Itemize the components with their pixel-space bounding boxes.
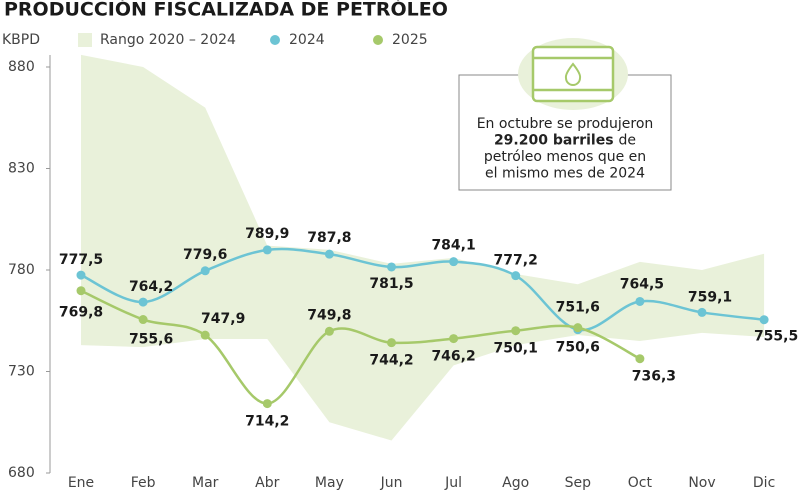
data-point <box>449 334 459 344</box>
data-label: 769,8 <box>59 305 103 321</box>
annotation-text: En octubre se produjeron <box>477 116 654 132</box>
legend-swatch <box>78 33 92 47</box>
annotation-line: En octubre se produjeron <box>477 116 654 132</box>
y-tick-label: 730 <box>8 364 35 380</box>
annotation-line: petróleo menos que en <box>484 149 646 165</box>
data-point <box>138 297 148 307</box>
chart-title: PRODUCCIÓN FISCALIZADA DE PETRÓLEO <box>4 0 448 21</box>
y-tick-label: 830 <box>8 161 35 177</box>
x-tick-label: Jul <box>444 475 462 491</box>
data-label: 759,1 <box>688 289 732 305</box>
data-label: 779,6 <box>183 247 227 263</box>
x-tick-label: Oct <box>628 475 653 491</box>
data-point <box>138 315 148 325</box>
x-tick-label: Sep <box>565 475 592 491</box>
data-label: 781,5 <box>369 276 413 292</box>
data-label: 755,5 <box>754 329 798 345</box>
data-point <box>324 249 334 259</box>
data-point <box>511 326 521 336</box>
data-label: 751,6 <box>556 300 600 316</box>
data-point <box>449 257 459 267</box>
series-line <box>80 289 641 405</box>
data-point <box>635 296 645 306</box>
y-tick-label: 680 <box>8 465 35 481</box>
annotation-text: el mismo mes de 2024 <box>485 166 645 182</box>
data-point <box>635 354 645 364</box>
x-tick-label: Abr <box>255 475 279 491</box>
data-point <box>387 262 396 272</box>
data-point <box>697 307 707 317</box>
data-label: 777,2 <box>494 253 538 269</box>
data-label: 749,8 <box>307 307 351 323</box>
data-point <box>511 271 521 281</box>
data-label: 746,2 <box>431 349 475 365</box>
annotation-line: 29.200 barriles de <box>494 133 636 149</box>
x-tick-label: May <box>315 475 344 491</box>
annotation-text: petróleo menos que en <box>484 149 646 165</box>
y-axis-label: KBPD <box>2 32 40 48</box>
legend-label: Rango 2020 – 2024 <box>100 32 236 48</box>
annotation-text: 29.200 barriles <box>494 133 614 149</box>
range-band <box>81 54 765 441</box>
x-tick-label: Nov <box>688 475 715 491</box>
data-point <box>262 245 272 255</box>
data-point <box>573 323 583 333</box>
data-point <box>76 270 86 280</box>
data-point <box>76 286 86 296</box>
legend-swatch <box>373 35 383 45</box>
data-point <box>387 338 396 348</box>
x-tick-label: Ago <box>502 475 529 491</box>
x-tick-label: Ene <box>68 475 94 491</box>
data-point <box>262 399 272 409</box>
x-tick-label: Feb <box>131 475 156 491</box>
data-point <box>200 330 210 340</box>
x-tick-label: Mar <box>192 475 219 491</box>
data-label: 750,1 <box>494 341 538 357</box>
x-tick-label: Dic <box>753 475 775 491</box>
data-label: 750,6 <box>556 340 600 356</box>
data-label: 787,8 <box>307 230 351 246</box>
data-point <box>200 266 210 276</box>
data-label: 784,1 <box>431 238 475 254</box>
data-label: 755,6 <box>129 332 173 348</box>
y-tick-label: 880 <box>8 59 35 75</box>
data-label: 714,2 <box>245 414 289 430</box>
data-label: 764,5 <box>620 276 664 292</box>
plot-area: 680 730 780 830 880 Ene Feb Mar Abr May Jun Jul Ago S… <box>8 54 798 491</box>
data-label: 736,3 <box>632 369 676 385</box>
data-label: 764,2 <box>129 279 173 295</box>
data-point <box>324 326 334 336</box>
data-label: 744,2 <box>369 353 413 369</box>
x-tick-label: Jun <box>380 475 403 491</box>
y-tick-label: 780 <box>8 262 35 278</box>
data-label: 777,5 <box>59 252 103 268</box>
annotation-text: de <box>619 133 637 149</box>
data-label: 789,9 <box>245 226 289 242</box>
barrel-icon <box>518 38 628 110</box>
legend-label: 2025 <box>392 32 428 48</box>
data-point <box>759 315 769 325</box>
annotation-line: el mismo mes de 2024 <box>485 166 645 182</box>
legend-label: 2024 <box>289 32 325 48</box>
data-label: 747,9 <box>201 311 245 327</box>
legend-swatch <box>270 35 280 45</box>
